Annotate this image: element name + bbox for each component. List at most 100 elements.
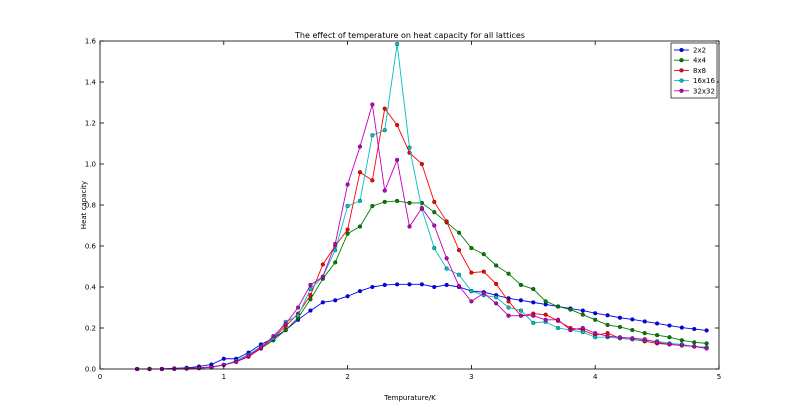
series-line (137, 104, 707, 370)
data-point (407, 224, 412, 229)
x-tick-label: 4 (593, 373, 598, 381)
data-point (419, 161, 424, 167)
data-point (543, 299, 548, 304)
data-point (370, 203, 375, 209)
data-point (617, 324, 623, 330)
legend-label: 32x32 (693, 87, 715, 95)
data-point (357, 144, 363, 149)
x-tick-label: 1 (222, 373, 226, 381)
data-point (630, 317, 635, 322)
data-point (494, 281, 499, 286)
data-point (568, 307, 573, 312)
data-point (543, 317, 548, 322)
data-point (481, 269, 486, 274)
data-point (333, 241, 338, 247)
data-point (296, 305, 301, 310)
data-point (667, 323, 672, 328)
data-point (357, 289, 363, 294)
data-point (642, 337, 647, 342)
data-point (642, 331, 647, 336)
data-point (320, 300, 325, 305)
data-point (308, 297, 313, 302)
data-point (506, 313, 511, 318)
y-tick-label: 0.6 (85, 243, 97, 251)
data-point (444, 219, 449, 224)
y-axis-label: Heat capacity (80, 181, 88, 229)
data-point (444, 256, 449, 261)
data-point (704, 346, 709, 351)
data-point (320, 262, 325, 267)
data-point (593, 331, 598, 336)
y-tick-label: 0.2 (85, 325, 96, 333)
data-point (605, 322, 610, 327)
data-point (308, 308, 313, 313)
data-point (494, 263, 499, 268)
data-point (506, 271, 511, 276)
legend-swatch-marker (679, 88, 684, 93)
data-point (407, 145, 412, 150)
data-point (345, 182, 350, 187)
data-point (382, 188, 387, 193)
data-point (395, 282, 400, 287)
data-point (617, 315, 623, 320)
data-point (655, 333, 660, 338)
data-point (370, 133, 375, 138)
data-point (655, 321, 660, 326)
data-point (494, 295, 499, 300)
data-point (419, 282, 424, 287)
data-point (456, 230, 462, 235)
data-point (345, 227, 350, 232)
data-point (518, 313, 523, 318)
data-point (580, 330, 585, 335)
data-point (692, 340, 697, 345)
series-2x2 (135, 282, 709, 372)
data-point (679, 325, 684, 330)
data-point (419, 206, 424, 211)
data-point (605, 334, 610, 339)
data-point (543, 312, 548, 317)
data-point (518, 282, 523, 288)
data-point (456, 272, 462, 277)
chart-title: The effect of temperature on heat capaci… (294, 31, 525, 40)
data-point (692, 326, 697, 332)
x-tick-label: 3 (469, 373, 473, 381)
ticks-layer: 0 1 2 3 4 5 0.0 0.2 0.4 0.6 0.8 1.0 1.2 1.4 1.6 (85, 38, 721, 382)
legend-label: 4x4 (693, 57, 707, 65)
data-point (655, 340, 660, 345)
data-point (679, 338, 684, 343)
plot-frame (99, 40, 720, 370)
data-point (283, 321, 288, 326)
data-point (432, 199, 437, 204)
x-tick-label: 0 (98, 373, 102, 381)
data-point (382, 106, 387, 111)
y-tick-label: 1.4 (85, 79, 97, 87)
data-point (246, 353, 251, 358)
data-point (196, 366, 202, 371)
legend-label: 8x8 (693, 67, 706, 75)
data-point (345, 294, 350, 299)
data-point (407, 200, 412, 206)
data-point (605, 313, 610, 318)
data-point (456, 283, 462, 289)
data-point (395, 157, 400, 162)
data-point (469, 246, 474, 251)
legend-swatch-marker (679, 47, 684, 53)
series-8x8 (135, 106, 709, 372)
data-point (469, 270, 474, 275)
data-point (531, 320, 536, 325)
data-point (494, 301, 499, 306)
data-point (481, 252, 486, 257)
data-point (271, 334, 276, 339)
legend: 2x2 4x4 8x8 16x16 32x32 (670, 42, 718, 99)
x-tick-label: 5 (717, 373, 721, 381)
data-point (395, 198, 400, 203)
data-point (456, 248, 462, 253)
data-point (518, 298, 523, 303)
data-point (333, 298, 338, 303)
x-tick-label: 2 (345, 373, 349, 381)
y-tick-label: 0.8 (85, 202, 96, 210)
data-point (506, 299, 511, 304)
data-point (382, 128, 387, 133)
y-tick-label: 1.6 (85, 38, 97, 46)
